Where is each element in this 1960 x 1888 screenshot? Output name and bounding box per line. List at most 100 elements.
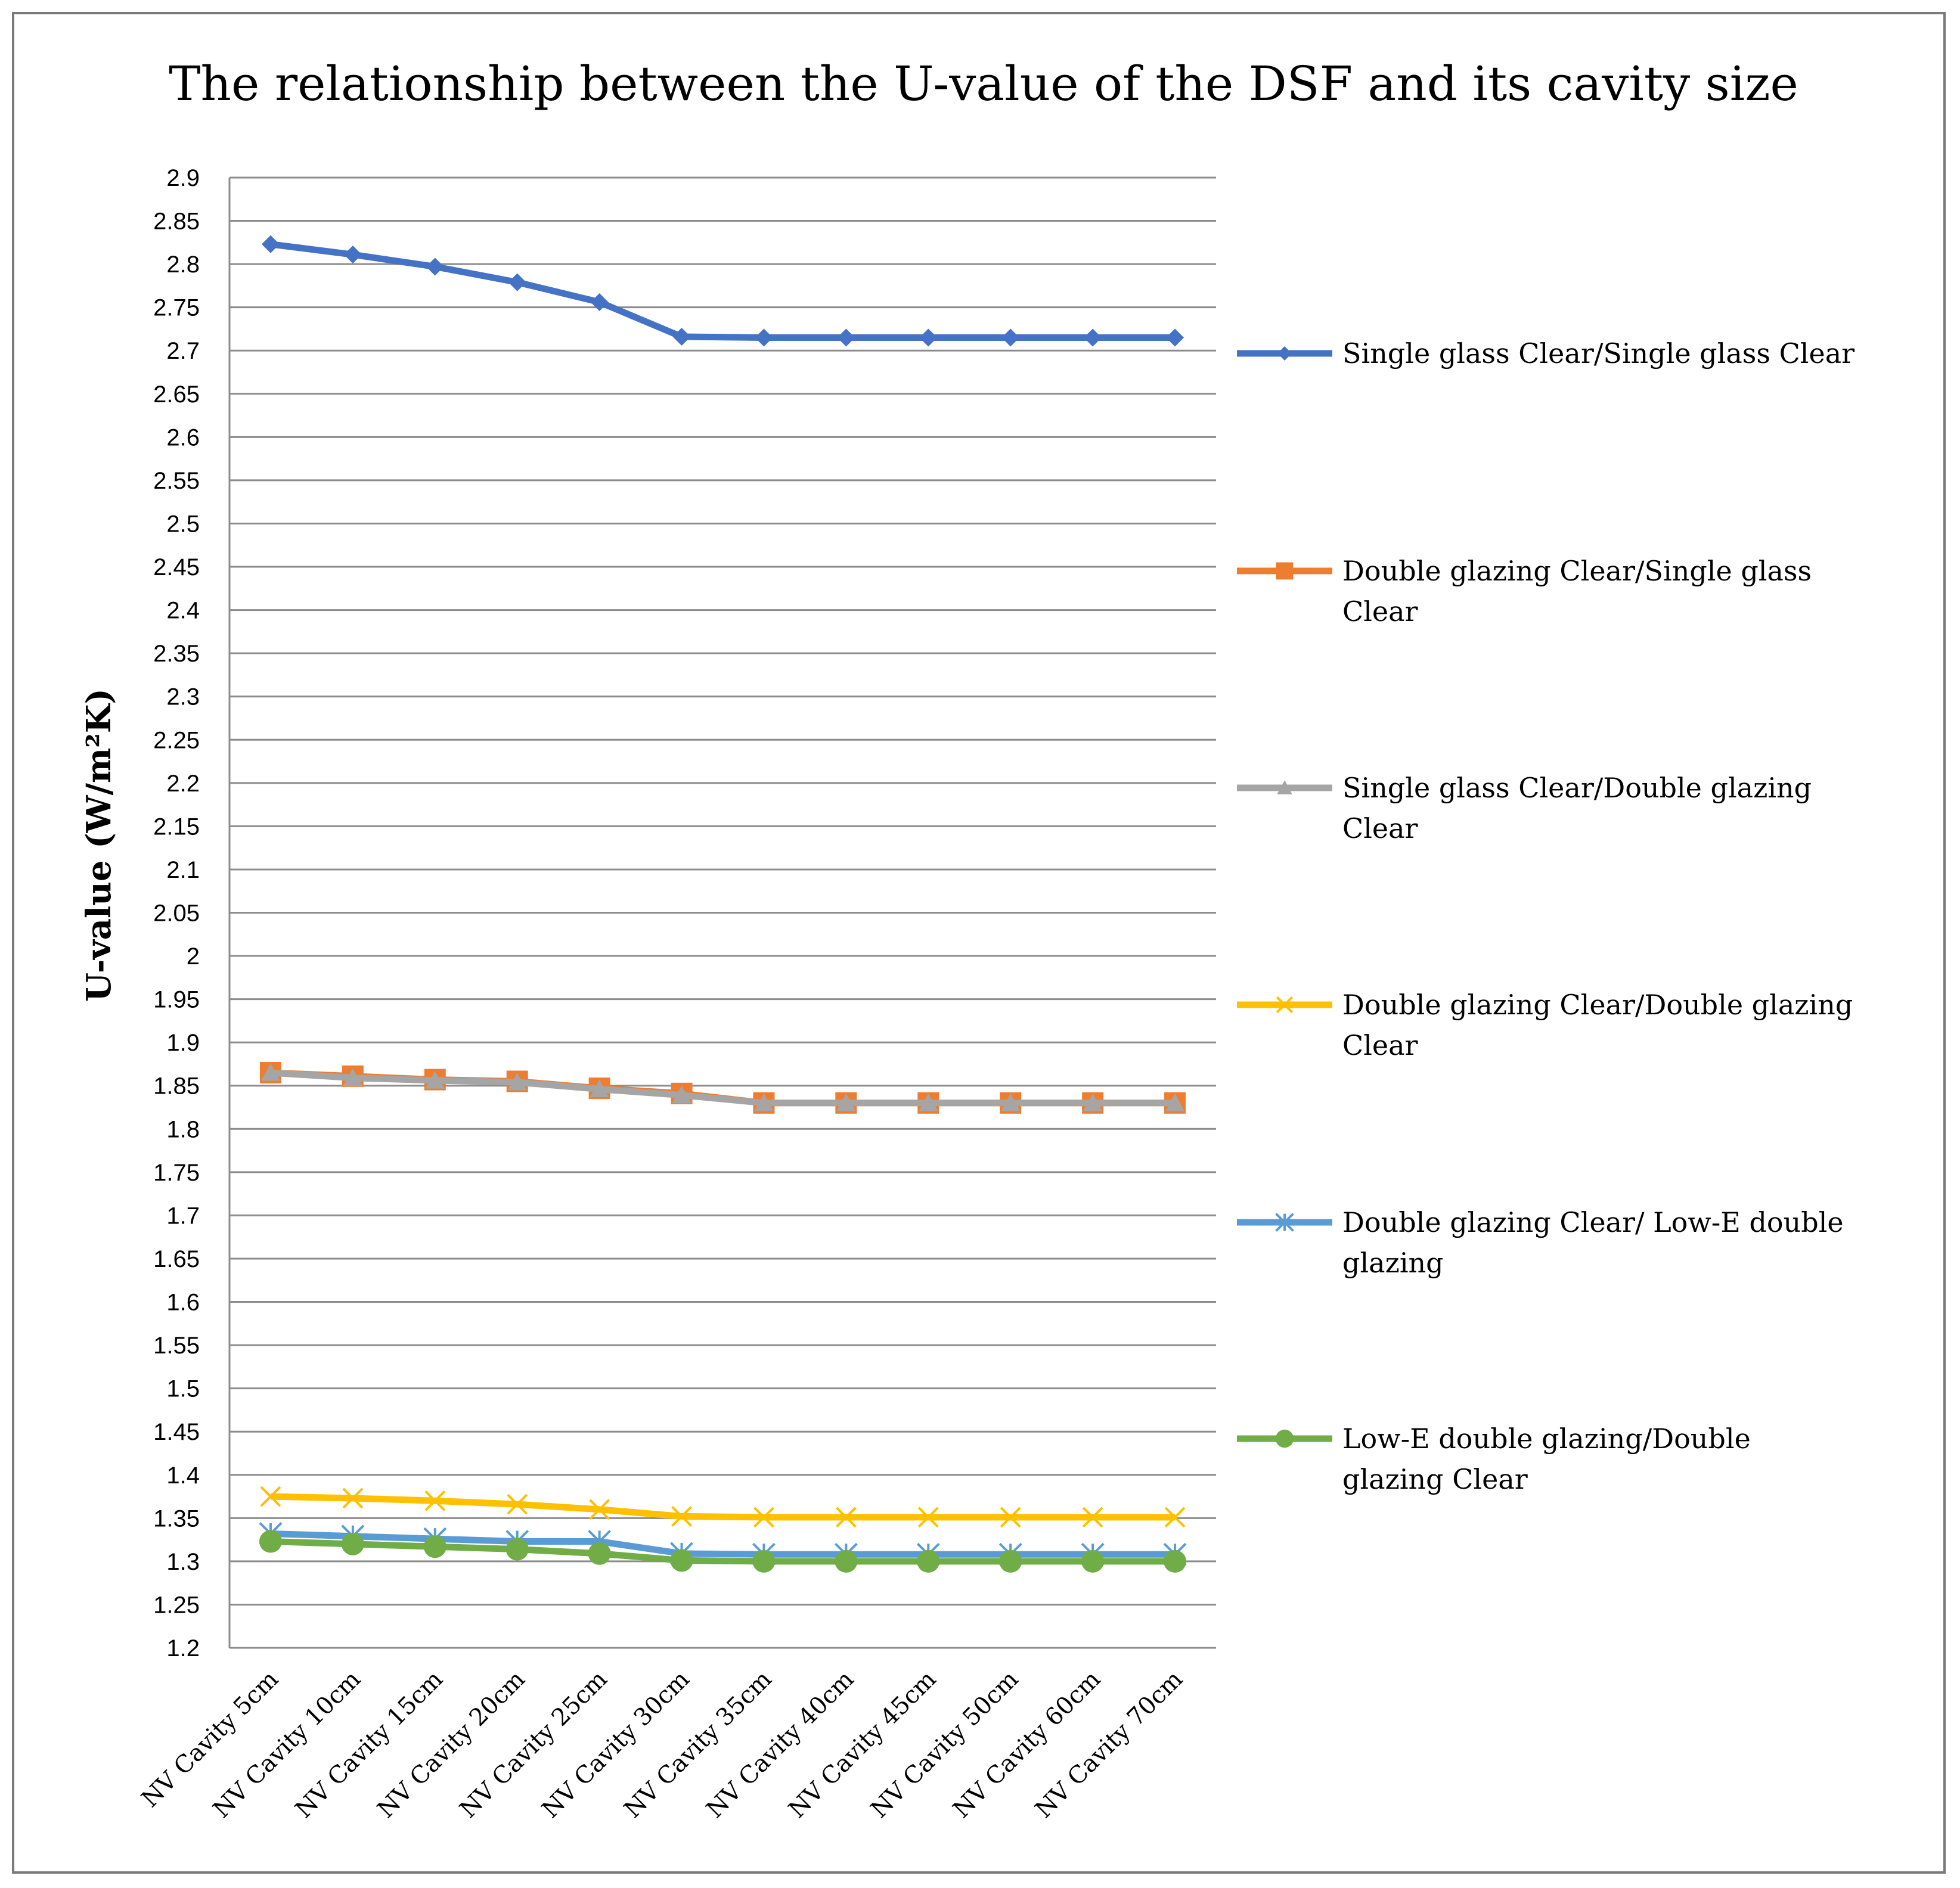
legend-swatch-marker [1277, 780, 1292, 794]
data-point [259, 1530, 282, 1553]
x-tick-label: NV Cavity 20cm [373, 1666, 531, 1824]
y-axis-ticks: 1.2 1.25 1.3 1.35 1.4 1.45 1.5 1.55 1.6 1.65 1.7 1.… [153, 165, 200, 1662]
data-point [426, 257, 444, 276]
y-tick-label: 2.85 [153, 209, 200, 235]
data-point [342, 1488, 364, 1509]
y-tick-label: 2.1 [166, 857, 200, 883]
y-tick-label: 2.3 [166, 684, 200, 710]
y-tick-label: 1.8 [166, 1116, 200, 1142]
data-point [343, 246, 362, 264]
y-tick-label: 1.6 [166, 1290, 200, 1316]
data-point [1082, 1507, 1103, 1528]
y-tick-label: 2.8 [166, 251, 200, 278]
y-tick-label: 2.7 [166, 338, 200, 364]
series-1 [261, 235, 1184, 347]
legend-label: glazing Clear [1342, 1463, 1528, 1495]
data-point [260, 1486, 281, 1507]
legend-entry: Single glass Clear/Single glass Clear [1237, 337, 1854, 369]
data-point [1081, 1549, 1105, 1573]
series-lines [259, 235, 1187, 1573]
data-point [507, 1493, 528, 1515]
data-point [1001, 1093, 1021, 1111]
legend-label: Single glass Clear/Single glass Clear [1342, 337, 1854, 369]
data-point [1001, 328, 1020, 347]
legend-label: Low-E double glazing/Double [1342, 1423, 1751, 1455]
data-point [505, 1538, 529, 1561]
y-tick-label: 1.75 [153, 1160, 200, 1186]
legend-label: Double glazing Clear/Single glass [1342, 555, 1812, 587]
data-point [835, 1507, 857, 1528]
y-tick-label: 2.9 [166, 165, 200, 191]
data-point [755, 328, 773, 347]
legend-label: Single glass Clear/Double glazing [1342, 772, 1812, 804]
x-tick-label: NV Cavity 70cm [1030, 1666, 1188, 1824]
legend-swatch-marker [1276, 562, 1294, 580]
data-point [917, 1507, 939, 1528]
x-tick-label: NV Cavity 15cm [290, 1666, 448, 1824]
data-point [672, 328, 691, 346]
chart-title: The relationship between the U-value of … [169, 56, 1798, 111]
y-tick-label: 2.35 [153, 641, 200, 667]
data-point [1165, 1093, 1185, 1111]
y-tick-label: 1.9 [166, 1030, 200, 1056]
legend-entry: Double glazing Clear/Double glazing Clear [1237, 989, 1853, 1061]
legend-swatch-marker [1275, 1213, 1294, 1232]
data-point [1164, 1549, 1187, 1573]
data-point [919, 1093, 938, 1111]
x-tick-label: NV Cavity 60cm [948, 1666, 1106, 1824]
y-tick-label: 2.55 [153, 468, 200, 494]
series-line [270, 1538, 1176, 1565]
x-tick-label: NV Cavity 35cm [619, 1666, 777, 1824]
x-tick-label: NV Cavity 40cm [701, 1666, 859, 1824]
y-tick-label: 2.4 [166, 598, 200, 624]
y-tick-label: 1.45 [153, 1419, 200, 1445]
data-point [1164, 1507, 1186, 1528]
series-line [270, 1069, 1176, 1107]
legend-entry: Double glazing Clear/ Low-E double glazin… [1237, 1206, 1844, 1279]
x-tick-label: NV Cavity 30cm [536, 1666, 694, 1824]
data-point [919, 328, 938, 347]
legend: Single glass Clear/Single glass Clear Dou… [1237, 337, 1854, 1495]
data-point [1083, 1093, 1103, 1111]
data-point [341, 1532, 364, 1555]
data-point [261, 235, 280, 253]
y-tick-label: 2.05 [153, 900, 200, 927]
y-tick-label: 2 [187, 943, 200, 970]
data-point [424, 1490, 446, 1511]
y-tick-label: 1.2 [166, 1635, 200, 1662]
y-tick-label: 1.95 [153, 987, 200, 1013]
legend-label: Double glazing Clear/Double glazing [1342, 989, 1853, 1021]
data-point [835, 1549, 858, 1573]
data-point [999, 1549, 1022, 1573]
y-tick-label: 2.6 [166, 424, 200, 451]
data-point [1000, 1507, 1021, 1528]
y-tick-label: 1.65 [153, 1246, 200, 1272]
data-point [425, 1071, 445, 1089]
data-point [670, 1549, 693, 1572]
data-point [836, 1093, 856, 1111]
legend-label: Clear [1342, 595, 1418, 628]
y-tick-label: 1.35 [153, 1505, 200, 1532]
data-point [752, 1549, 776, 1573]
y-tick-label: 2.25 [153, 727, 200, 753]
y-tick-label: 1.55 [153, 1333, 200, 1359]
legend-label: Clear [1342, 1029, 1418, 1061]
legend-label: Double glazing Clear/ Low-E double [1342, 1206, 1844, 1238]
data-point [672, 1085, 691, 1104]
x-tick-label: NV Cavity 10cm [208, 1666, 366, 1824]
series-line [270, 1493, 1176, 1521]
data-point [343, 1068, 362, 1086]
data-point [423, 1535, 446, 1558]
y-tick-label: 2.15 [153, 813, 200, 840]
y-tick-label: 1.85 [153, 1073, 200, 1100]
x-tick-label: NV Cavity 50cm [866, 1666, 1024, 1824]
data-point [1084, 328, 1102, 347]
x-tick-label: NV Cavity 5cm [137, 1666, 284, 1813]
data-point [588, 1542, 611, 1565]
legend-entry: Single glass Clear/Double glazing Clear [1237, 772, 1812, 844]
data-point [508, 273, 526, 291]
data-point [754, 1093, 774, 1111]
data-point [590, 1079, 609, 1098]
data-point [260, 1063, 280, 1081]
